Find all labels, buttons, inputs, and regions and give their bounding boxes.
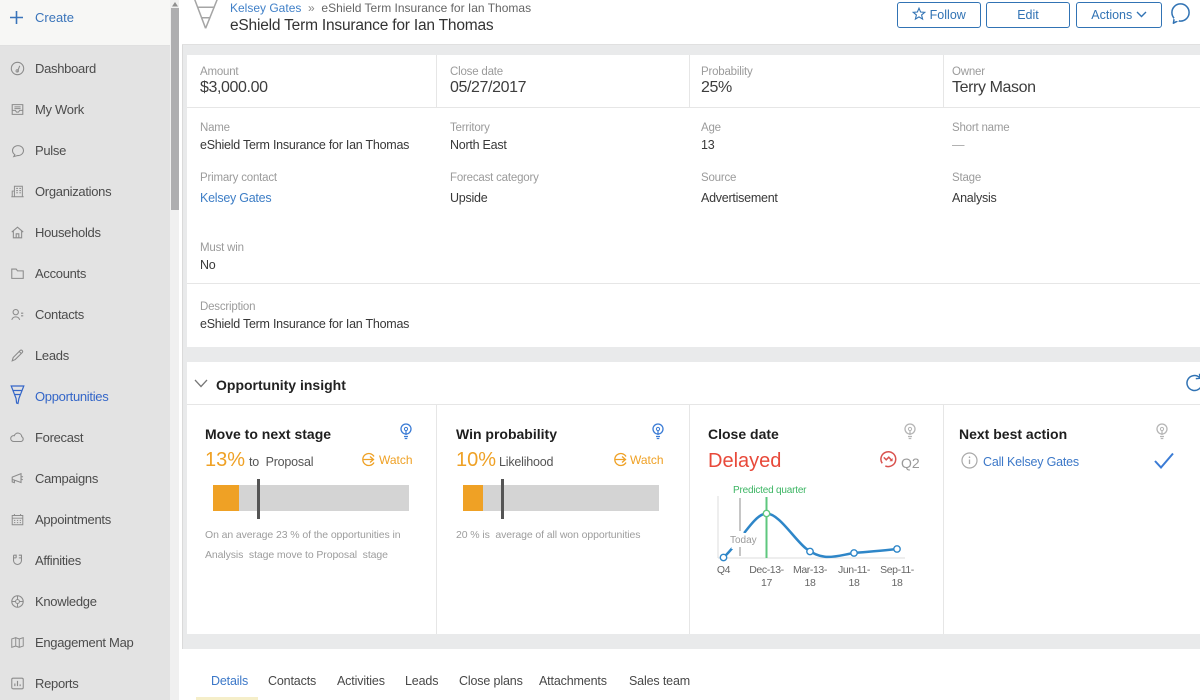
svg-text:Q4: Q4 <box>717 564 731 576</box>
svg-text:18: 18 <box>892 577 903 589</box>
svg-text:18: 18 <box>805 577 816 589</box>
svg-text:Dec-13-: Dec-13- <box>749 564 784 576</box>
svg-text:Sep-11-: Sep-11- <box>880 564 915 576</box>
svg-text:Today: Today <box>730 535 757 546</box>
svg-text:Jun-11-: Jun-11- <box>838 564 871 576</box>
svg-text:Mar-13-: Mar-13- <box>793 564 828 576</box>
svg-text:Predicted quarter: Predicted quarter <box>733 485 807 496</box>
svg-text:18: 18 <box>849 577 860 589</box>
svg-text:17: 17 <box>761 577 772 589</box>
